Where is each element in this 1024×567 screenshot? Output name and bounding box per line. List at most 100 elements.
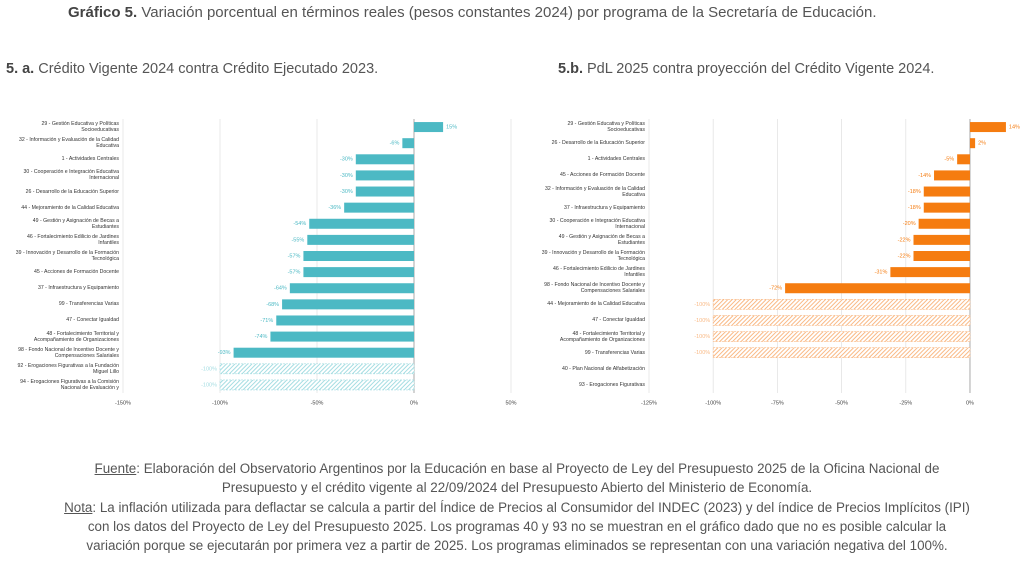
- footer: Fuente: Elaboración del Observatorio Arg…: [62, 459, 972, 555]
- category-label: 30 - Cooperación e Integración Educativa…: [549, 217, 645, 230]
- source-text: : Elaboración del Observatorio Argentino…: [136, 461, 940, 496]
- x-tick-label: 0%: [410, 400, 418, 406]
- bar: [785, 283, 970, 294]
- value-label: -6%: [390, 141, 400, 147]
- bar: [307, 234, 414, 245]
- value-label: -30%: [340, 173, 353, 179]
- value-label: -64%: [274, 286, 287, 292]
- chart-title-text: PdL 2025 contra proyección del Crédito V…: [587, 61, 935, 77]
- category-label: 94 - Erogaciones Figurativas a la Comisi…: [20, 378, 119, 391]
- category-label: 46 - Fortalecimiento Edilicio de Jardine…: [27, 233, 119, 246]
- value-label: -57%: [288, 270, 301, 276]
- category-label: 48 - Fortalecimiento Territorial y Acomp…: [559, 330, 645, 343]
- category-label: 1 - Actividades Centrales: [61, 156, 119, 163]
- category-label: 39 - Innovación y Desarrollo de la Forma…: [541, 250, 645, 262]
- bar: [969, 122, 1006, 133]
- category-label: 39 - Innovación y Desarrollo de la Forma…: [15, 250, 119, 262]
- x-tick-label: -125%: [641, 400, 657, 406]
- value-label: -74%: [255, 334, 268, 340]
- category-label: 99 - Transferencias Varias: [584, 349, 645, 356]
- category-label: 93 - Erogaciones Figurativas: [578, 381, 645, 388]
- bar: [712, 347, 971, 359]
- category-label: 29 - Gestión Educativa y Políticas Socio…: [41, 121, 119, 134]
- bar: [957, 154, 970, 165]
- value-label: -100%: [694, 302, 710, 308]
- bar: [219, 363, 415, 375]
- bar: [282, 299, 414, 310]
- value-label: 2%: [978, 141, 986, 147]
- bar: [233, 347, 414, 358]
- value-label: -30%: [340, 157, 353, 163]
- bar: [344, 202, 414, 213]
- bar: [270, 331, 414, 342]
- category-label: 30 - Cooperación e Integración Educativa…: [23, 169, 119, 182]
- bar: [969, 138, 976, 149]
- note-label: Nota: [64, 499, 93, 515]
- category-label: 1 - Actividades Centrales: [587, 156, 645, 163]
- value-label: -22%: [898, 253, 911, 259]
- category-label: 37 - Infraestructura y Equipamiento: [37, 285, 119, 292]
- value-label: -100%: [694, 334, 710, 340]
- x-tick-label: 0%: [966, 400, 974, 406]
- x-tick-label: -100%: [212, 400, 228, 406]
- category-label: 40 - Plan Nacional de Alfabetización: [561, 365, 645, 372]
- bar: [934, 170, 970, 181]
- category-label: 37 - Infraestructura y Equipamiento: [563, 204, 645, 211]
- bar: [289, 283, 414, 294]
- value-label: -100%: [694, 318, 710, 324]
- bar: [918, 218, 970, 229]
- chart-title-text: Crédito Vigente 2024 contra Crédito Ejec…: [38, 61, 379, 77]
- bar: [355, 170, 414, 181]
- bar: [402, 138, 414, 149]
- x-tick-label: -75%: [771, 400, 784, 406]
- bar: [923, 186, 970, 197]
- category-label: 47 - Conectar Igualdad: [592, 317, 645, 324]
- title-label: Gráfico 5.: [68, 4, 138, 21]
- chart-title: 5.b. PdL 2025 contra proyección del Créd…: [558, 61, 934, 77]
- category-label: 49 - Gestión y Asignación de Becas a Est…: [558, 233, 645, 246]
- value-label: 14%: [1009, 125, 1020, 131]
- source-label: Fuente: [94, 461, 137, 476]
- category-label: 26 - Desarrollo de la Educación Superior: [551, 140, 645, 147]
- value-label: -14%: [918, 173, 931, 179]
- category-label: 46 - Fortalecimiento Edilicio de Jardine…: [553, 266, 645, 279]
- value-label: -71%: [260, 318, 273, 324]
- bar: [309, 218, 414, 229]
- chart-title-label: 5.b.: [558, 61, 583, 77]
- category-label: 29 - Gestión Educativa y Políticas Socio…: [567, 121, 645, 134]
- x-tick-label: 50%: [505, 400, 516, 406]
- chart-title-label: 5. a.: [6, 61, 35, 77]
- category-label: 32 - Información y Evaluación de la Cali…: [544, 185, 645, 198]
- value-label: -93%: [218, 350, 231, 356]
- value-label: -72%: [769, 286, 782, 292]
- value-label: -100%: [201, 366, 217, 372]
- x-tick-label: -50%: [835, 400, 848, 406]
- bar: [414, 122, 444, 133]
- bar: [303, 251, 414, 261]
- value-label: -20%: [903, 221, 916, 227]
- bar: [276, 315, 414, 326]
- value-label: -5%: [944, 157, 954, 163]
- category-label: 45 - Acciones de Formación Docente: [559, 172, 645, 179]
- category-label: 98 - Fondo Nacional de Incentivo Docente…: [18, 346, 119, 359]
- bar: [913, 234, 970, 245]
- value-label: -22%: [898, 237, 911, 243]
- main-title: Gráfico 5. Variación porcentual en térmi…: [68, 3, 980, 22]
- bar: [923, 202, 970, 213]
- value-label: -54%: [293, 221, 306, 227]
- chart-title: 5. a. Crédito Vigente 2024 contra Crédit…: [6, 61, 378, 77]
- bar: [219, 379, 415, 391]
- value-label: -57%: [288, 253, 301, 259]
- value-label: 15%: [446, 125, 457, 131]
- bar: [355, 154, 414, 165]
- title-text: Variación porcentual en términos reales …: [141, 4, 877, 21]
- category-label: 99 - Transferencias Varias: [58, 301, 119, 308]
- category-label: 98 - Fondo Nacional de Incentivo Docente…: [544, 282, 645, 295]
- category-label: 45 - Acciones de Formación Docente: [33, 269, 119, 276]
- bar: [712, 331, 971, 342]
- bar: [712, 299, 971, 310]
- category-label: 49 - Gestión y Asignación de Becas a Est…: [32, 217, 119, 230]
- bar: [303, 267, 414, 278]
- x-tick-label: -100%: [705, 400, 721, 406]
